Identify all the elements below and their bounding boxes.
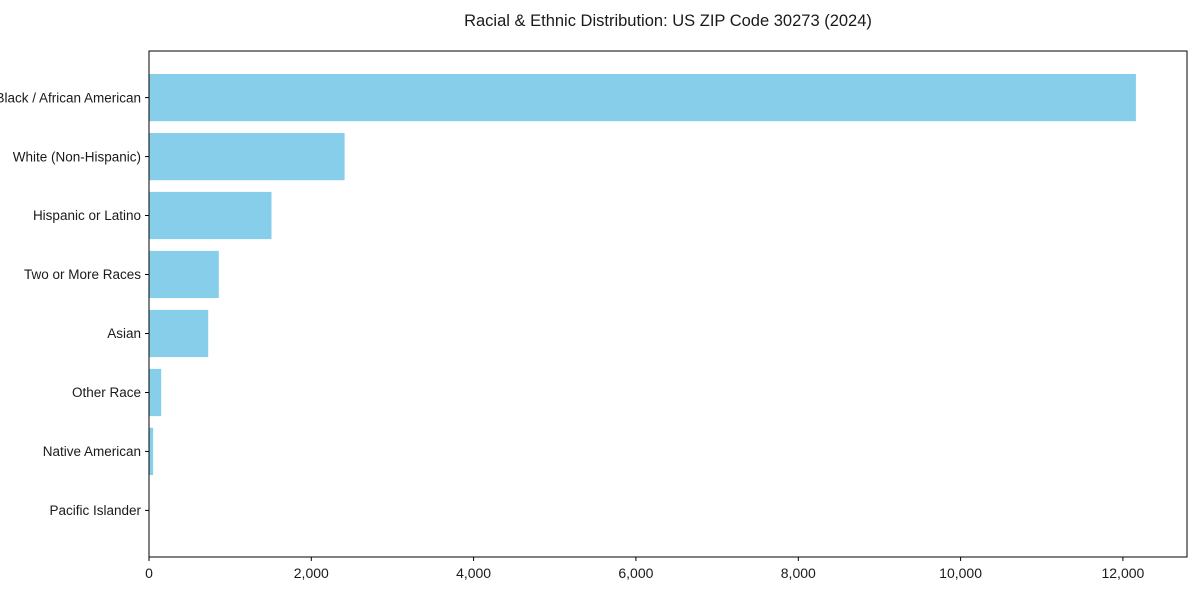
bar xyxy=(149,74,1136,122)
y-tick-label: Native American xyxy=(43,444,141,459)
y-tick-label: Black / African American xyxy=(0,90,141,105)
bar xyxy=(149,309,209,358)
y-tick-label: Pacific Islander xyxy=(49,503,141,518)
x-tick-label: 12,000 xyxy=(1101,565,1144,581)
x-tick-label: 10,000 xyxy=(939,565,982,581)
x-tick-label: 0 xyxy=(145,565,153,581)
x-tick-label: 4,000 xyxy=(456,565,491,581)
bar xyxy=(149,133,345,181)
x-tick-label: 6,000 xyxy=(618,565,653,581)
y-tick-label: Two or More Races xyxy=(24,267,141,282)
x-tick-label: 2,000 xyxy=(294,565,329,581)
y-tick-label: Hispanic or Latino xyxy=(33,208,141,223)
bar xyxy=(149,368,162,417)
y-tick-label: Other Race xyxy=(72,385,141,400)
plot-frame xyxy=(148,50,1188,558)
chart-title: Racial & Ethnic Distribution: US ZIP Cod… xyxy=(464,12,872,30)
bar xyxy=(149,250,219,299)
bar xyxy=(149,191,272,240)
y-tick-label: Asian xyxy=(107,326,141,341)
bar xyxy=(149,427,154,475)
y-tick-label: White (Non-Hispanic) xyxy=(13,149,141,164)
x-tick-label: 8,000 xyxy=(781,565,816,581)
